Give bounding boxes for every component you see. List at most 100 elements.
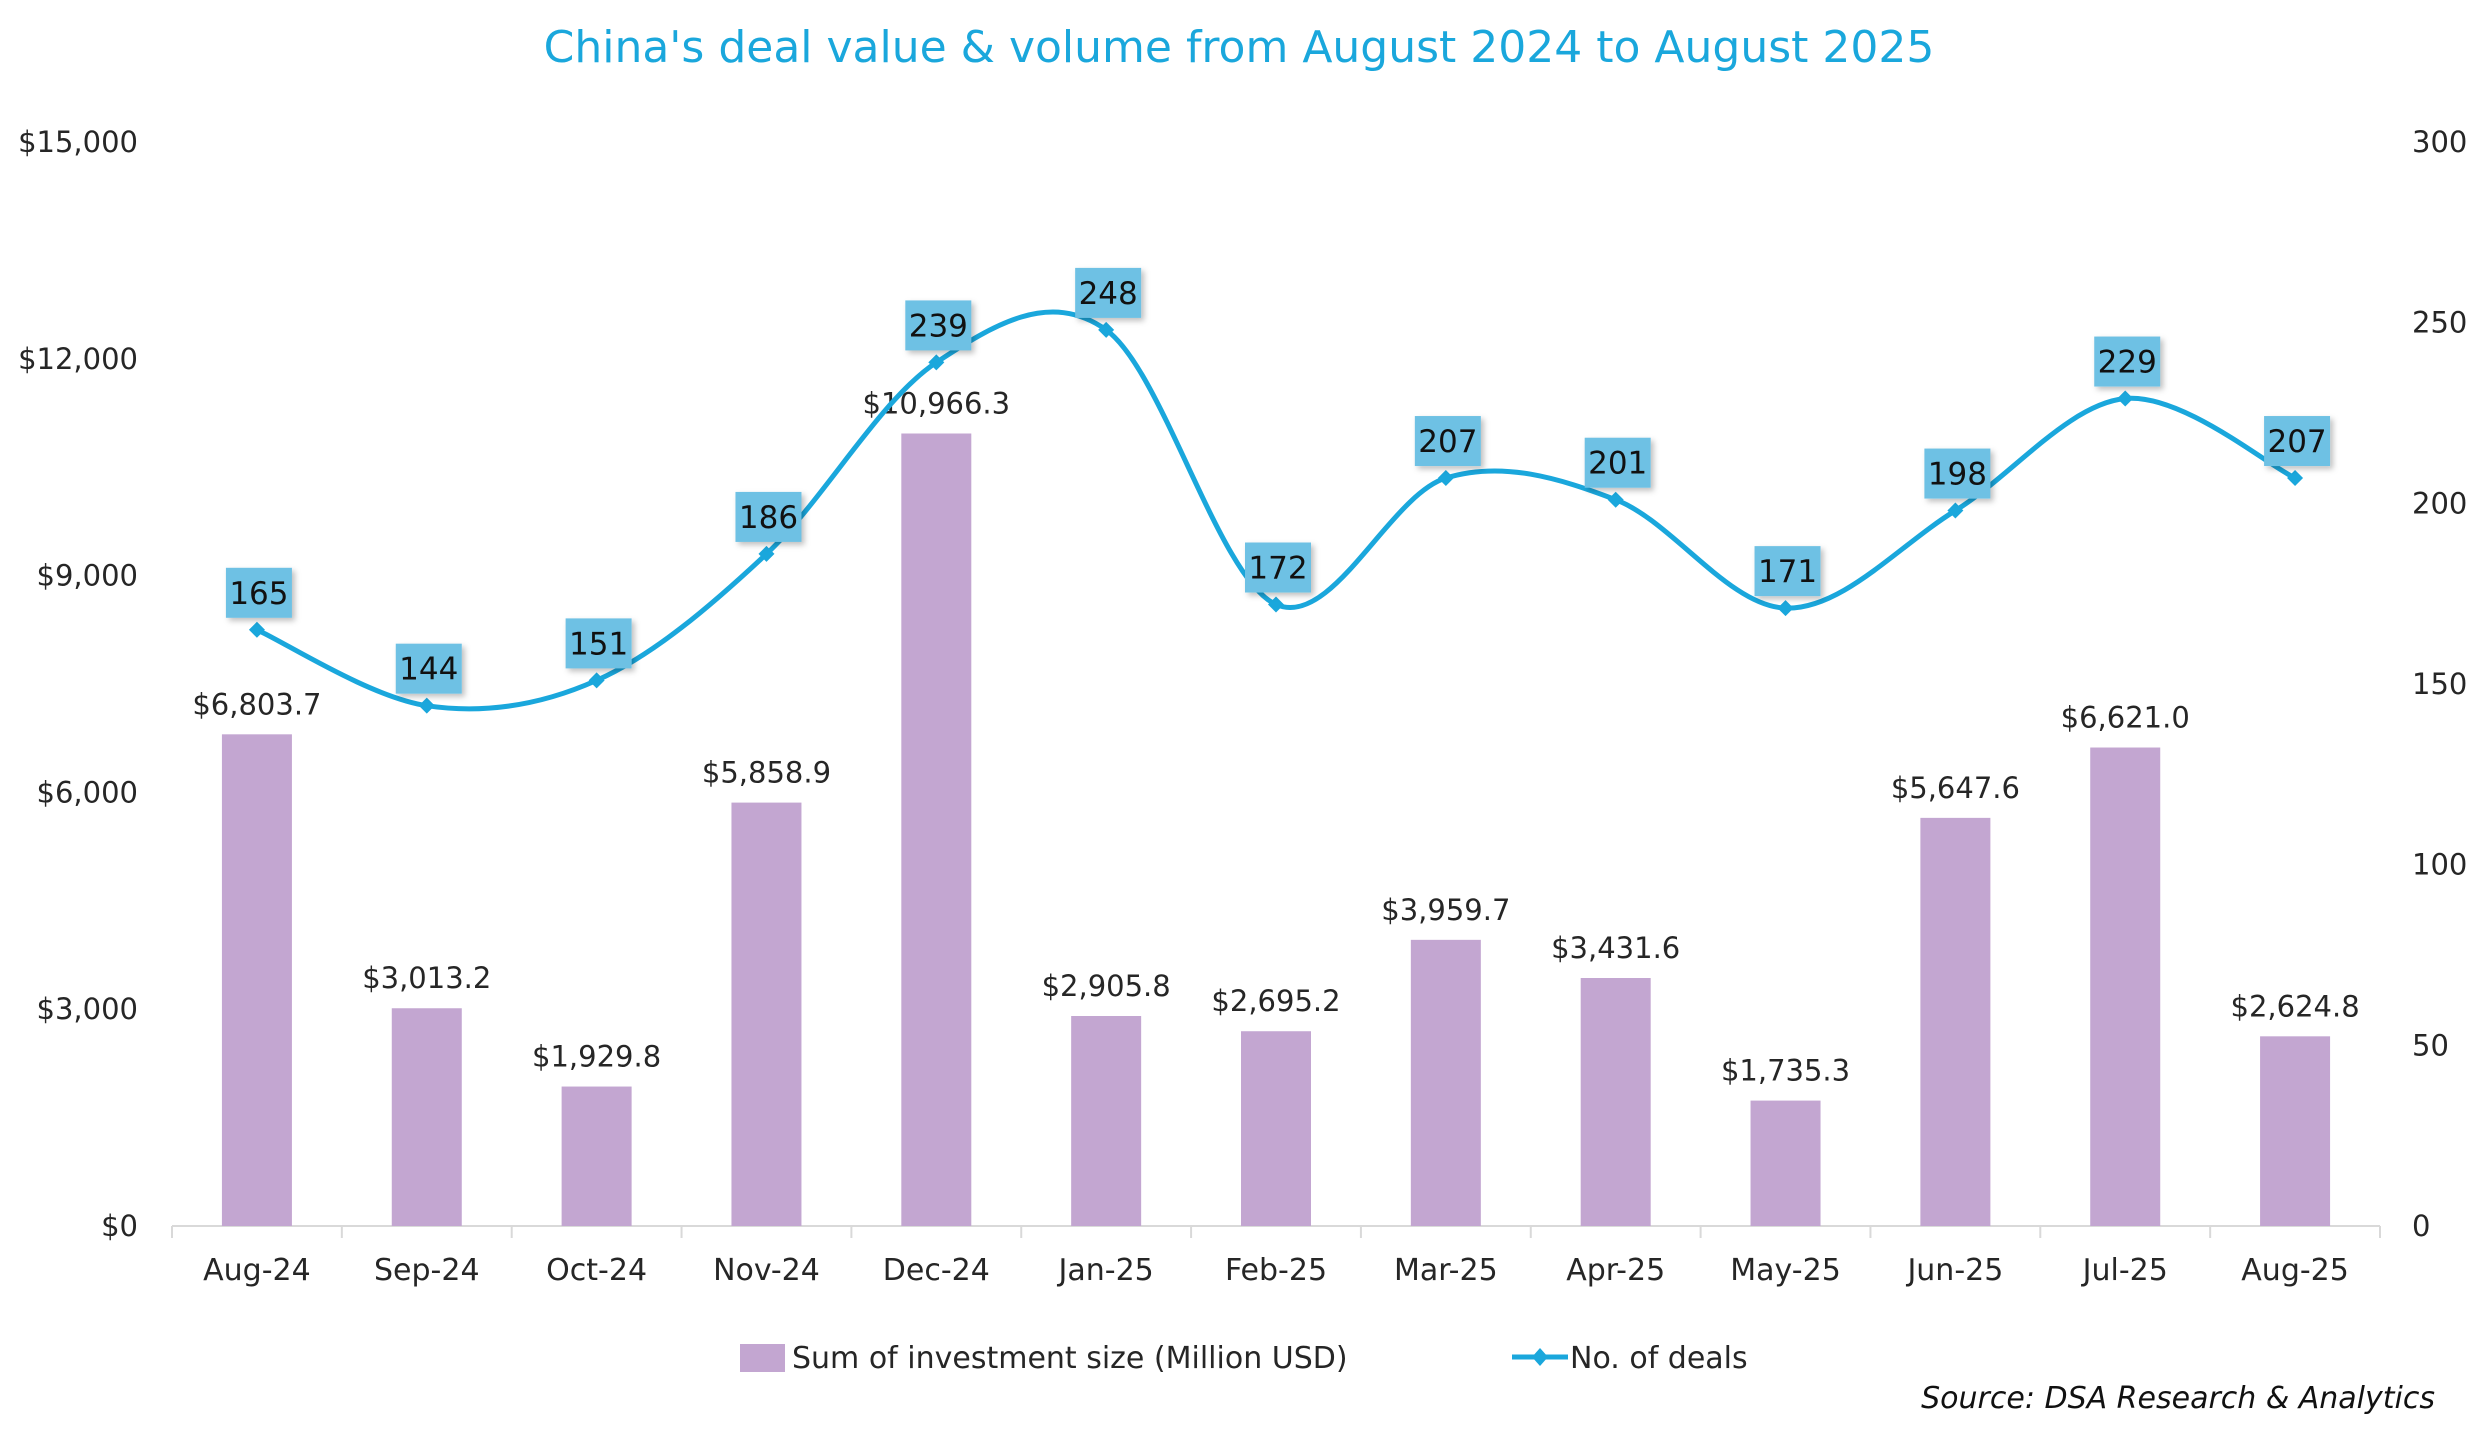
right-axis-tick-label: 0 [2412, 1209, 2430, 1243]
right-axis-tick-label: 100 [2412, 848, 2467, 882]
line-point-marker [1947, 502, 1964, 519]
line-data-label: 165 [225, 567, 292, 618]
right-axis-tick-label: 200 [2412, 486, 2467, 520]
right-axis-tick-label: 250 [2412, 306, 2467, 340]
line-data-label-box [1754, 546, 1821, 597]
x-axis-category-label: Nov-24 [713, 1253, 820, 1288]
line-point-marker [2117, 390, 2134, 407]
x-axis-category-label: Oct-24 [546, 1253, 647, 1288]
line-point-marker [1437, 470, 1454, 487]
line-data-label-text: 201 [1588, 446, 1647, 482]
line-data-label: 172 [1245, 542, 1311, 593]
x-axis-category-label: Feb-25 [1225, 1253, 1327, 1288]
line-data-label-box [2094, 336, 2161, 387]
legend-bar-label: Sum of investment size (Million USD) [792, 1341, 1348, 1376]
x-axis-category-label: Sep-24 [374, 1253, 480, 1288]
line-data-label: 248 [1075, 267, 1142, 318]
bar-data-label: $1,929.8 [532, 1040, 661, 1074]
line-data-label: 186 [735, 491, 802, 542]
line-data-label-box [395, 643, 462, 694]
line-data-label-text: 198 [1928, 457, 1987, 493]
line-data-label: 151 [565, 618, 632, 669]
bar-data-label: $6,621.0 [2061, 701, 2190, 735]
x-axis: Aug-24 Sep-24 Oct-24 Nov-24 Dec-24 Jan-25 Feb-… [171, 1225, 2381, 1288]
line-data-label: 198 [1924, 448, 1991, 499]
source-note: Source: DSA Research & Analytics [1921, 1381, 2435, 1416]
line-data-label-text: 165 [229, 576, 288, 612]
right-axis-tick-label: 50 [2412, 1028, 2449, 1062]
x-axis-category-label: Jan-25 [1057, 1253, 1154, 1288]
bar-data-label: $2,624.8 [2231, 989, 2360, 1023]
bar-data-label: $10,966.3 [863, 387, 1011, 421]
bar [1241, 1031, 1311, 1226]
bar [1410, 939, 1481, 1226]
line-data-label-box [1414, 416, 1481, 467]
line-data-label: 229 [2094, 336, 2161, 387]
line-data-label-text: 186 [739, 500, 798, 536]
left-axis-tick-label: $6,000 [37, 775, 138, 809]
line-point-marker [248, 621, 265, 638]
bar [221, 734, 292, 1226]
bar-data-label: $2,695.2 [1211, 984, 1340, 1018]
line-data-label-box [1075, 267, 1142, 318]
left-axis: $0 $3,000 $6,000 $9,000 $12,000 $15,000 [18, 125, 138, 1243]
bar [1920, 817, 1991, 1226]
line-point-marker [1777, 600, 1794, 617]
line-point-marker [2287, 470, 2304, 487]
line-point-marker [588, 672, 605, 689]
bar-data-label: $1,735.3 [1721, 1054, 1850, 1088]
line-data-label-text: 171 [1758, 554, 1817, 590]
line-data-label-text: 229 [2098, 345, 2157, 381]
x-axis-category-label: Jun-25 [1905, 1253, 2003, 1288]
line-data-label: 207 [1414, 416, 1481, 467]
bar [901, 433, 972, 1226]
bar [1580, 978, 1651, 1226]
bar [391, 1008, 462, 1226]
line-data-label-box [565, 618, 632, 669]
bar-data-label: $2,905.8 [1042, 969, 1171, 1003]
bar [2260, 1036, 2331, 1226]
left-axis-tick-label: $12,000 [18, 342, 138, 376]
line-point-marker [1268, 596, 1284, 613]
bar-series [221, 433, 2331, 1226]
x-axis-category-label: Dec-24 [883, 1253, 990, 1288]
line-data-label-text: 144 [399, 652, 458, 688]
right-axis-tick-label: 150 [2412, 667, 2467, 701]
line-data-label-text: 207 [1418, 424, 1477, 460]
bar [731, 802, 802, 1226]
x-axis-category-label: Apr-25 [1566, 1253, 1665, 1288]
x-axis-category-label: Aug-24 [203, 1253, 311, 1288]
bar [561, 1086, 632, 1226]
line-point-marker [1607, 491, 1624, 508]
x-axis-category-label: Aug-25 [2241, 1253, 2349, 1288]
bar-data-label: $3,431.6 [1551, 931, 1680, 965]
legend-diamond-marker-icon [1532, 1348, 1548, 1366]
line-data-label-box [1924, 448, 1991, 499]
line-data-label-text: 248 [1079, 276, 1138, 312]
line-data-label-box [735, 491, 802, 542]
line-data-label-box [1584, 437, 1651, 488]
left-axis-tick-label: $15,000 [18, 125, 138, 159]
line-data-labels: 165 144 151 186 239 248 172 207 201 171 198 229 207 [225, 267, 2331, 694]
left-axis-tick-label: $0 [101, 1209, 138, 1243]
bar-data-label: $5,858.9 [702, 756, 831, 790]
bar [1750, 1100, 1821, 1226]
legend-line-label: No. of deals [1570, 1341, 1748, 1376]
line-data-label-box [905, 300, 972, 351]
x-axis-category-label: Jul-25 [2081, 1253, 2168, 1288]
line-data-label-text: 239 [909, 308, 968, 344]
left-axis-tick-label: $3,000 [37, 992, 138, 1026]
bar-data-label: $6,803.7 [192, 687, 321, 721]
legend: Sum of investment size (Million USD) No.… [740, 1341, 1748, 1376]
bar [1071, 1016, 1142, 1226]
line-path [254, 309, 2298, 712]
line-data-label-box [225, 567, 292, 618]
line-data-label: 239 [905, 300, 972, 351]
line-data-label-text: 207 [2267, 424, 2326, 460]
chart-title: China's deal value & volume from August … [544, 22, 1935, 73]
bar-data-label: $3,013.2 [362, 961, 491, 995]
bar-data-label: $5,647.6 [1891, 771, 2020, 805]
line-point-marker [758, 545, 775, 562]
